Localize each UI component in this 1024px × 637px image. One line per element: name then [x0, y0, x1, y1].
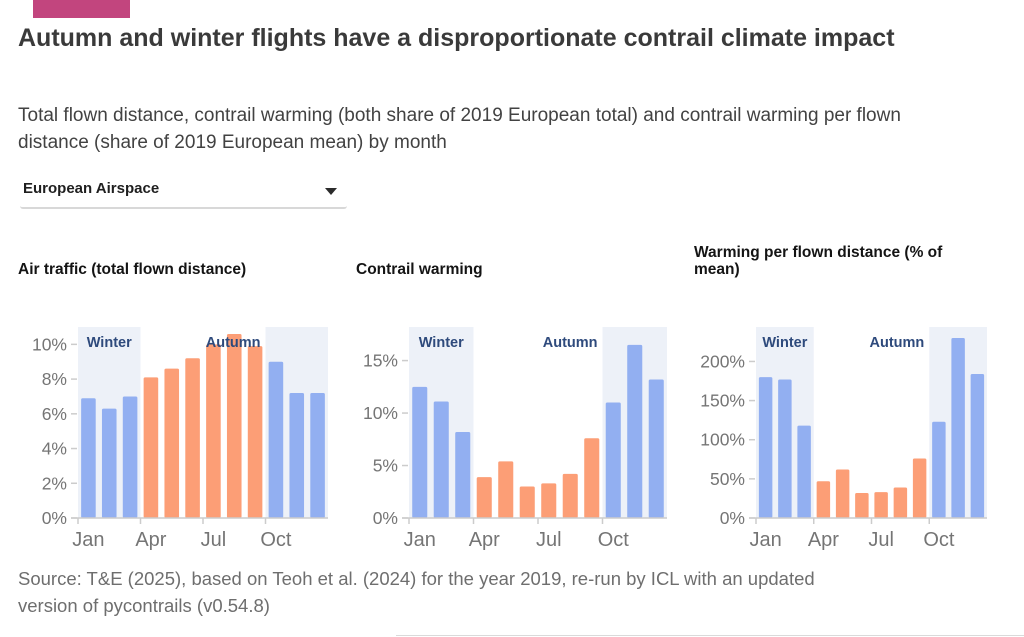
bar-jan[interactable]: [81, 398, 96, 518]
bar-jun[interactable]: [185, 358, 200, 518]
y-axis-label: 15%: [363, 351, 398, 371]
bottom-divider: [396, 635, 1024, 636]
bar-dec[interactable]: [970, 373, 985, 518]
bar-jul[interactable]: [206, 344, 221, 518]
bar-sep[interactable]: [247, 346, 263, 518]
bar-sep[interactable]: [912, 458, 927, 518]
season-label-winter: Winter: [762, 335, 807, 351]
bar-oct[interactable]: [932, 421, 946, 518]
x-axis-label: Oct: [260, 529, 292, 551]
x-axis-label: Oct: [598, 529, 630, 551]
bar-mar[interactable]: [455, 431, 471, 518]
y-axis-label: 2%: [42, 473, 67, 493]
x-axis-label: Oct: [923, 529, 955, 551]
chart-contrail-warming: Winter Autumn 0% 5% 10% 15% Jan Apr Jul Oct: [363, 327, 667, 551]
x-axis-label: Jan: [404, 529, 436, 551]
y-axis-label: 4%: [42, 439, 67, 459]
bar-feb[interactable]: [101, 408, 117, 518]
season-label-autumn: Autumn: [543, 335, 598, 351]
bar-dec[interactable]: [310, 392, 325, 518]
bar-oct[interactable]: [605, 402, 621, 518]
season-label-autumn: Autumn: [869, 335, 924, 351]
x-axis-label: Jan: [750, 529, 782, 551]
bar-nov[interactable]: [289, 392, 305, 518]
x-axis-label: Apr: [135, 529, 166, 551]
brand-mark: [33, 0, 130, 18]
bar-feb[interactable]: [433, 401, 449, 518]
bar-may[interactable]: [835, 469, 850, 518]
x-axis-label: Apr: [808, 529, 839, 551]
bar-dec[interactable]: [648, 379, 664, 518]
bar-mar[interactable]: [122, 396, 138, 518]
bar-jun[interactable]: [855, 492, 869, 518]
y-axis-label: 10%: [363, 403, 398, 423]
x-axis-label: Jul: [868, 529, 894, 551]
chart-title-air-traffic: Air traffic (total flown distance): [18, 261, 247, 278]
x-axis-label: Jul: [201, 529, 227, 551]
bar-aug[interactable]: [562, 473, 578, 518]
season-label-autumn: Autumn: [206, 335, 261, 351]
bar-nov[interactable]: [627, 344, 643, 518]
bar-oct[interactable]: [268, 361, 284, 518]
y-axis-label: 150%: [700, 391, 745, 411]
y-axis-label: 5%: [373, 456, 398, 476]
bar-apr[interactable]: [476, 477, 492, 518]
chevron-down-icon: [325, 188, 337, 195]
bar-jan[interactable]: [412, 386, 428, 518]
y-axis-label: 200%: [700, 351, 745, 371]
bar-nov[interactable]: [951, 337, 965, 518]
x-axis-label: Jan: [72, 529, 104, 551]
bar-aug[interactable]: [893, 487, 908, 518]
season-label-winter: Winter: [419, 335, 464, 351]
region-select[interactable]: European Airspace: [20, 176, 347, 209]
y-axis-label: 100%: [700, 430, 745, 450]
bar-sep[interactable]: [584, 438, 600, 518]
bar-apr[interactable]: [816, 481, 831, 518]
source-note: Source: T&E (2025), based on Teoh et al.…: [18, 568, 815, 616]
page-title: Autumn and winter flights have a disprop…: [18, 24, 895, 52]
bar-feb[interactable]: [778, 379, 792, 518]
y-axis-label: 0%: [720, 508, 745, 528]
chart-title-contrail-warming: Contrail warming: [356, 261, 483, 278]
bar-apr[interactable]: [143, 377, 159, 518]
chart-air-traffic: Winter Autumn 0% 2% 4% 6% 8% 10% Jan Apr Jul Oct: [32, 327, 328, 551]
region-select-label: European Airspace: [23, 180, 160, 197]
y-axis-label: 0%: [42, 508, 67, 528]
bar-aug[interactable]: [226, 333, 242, 518]
chart-warming-per-distance: Winter Autumn 0% 50% 100% 150% 200% Jan Apr Jul Oc…: [700, 327, 987, 551]
x-axis-label: Apr: [469, 529, 500, 551]
y-axis-label: 8%: [42, 369, 67, 389]
x-axis-label: Jul: [536, 529, 562, 551]
y-axis-label: 6%: [42, 404, 67, 424]
bar-jul[interactable]: [541, 483, 557, 518]
bar-jan[interactable]: [758, 377, 773, 518]
bar-jul[interactable]: [874, 492, 888, 518]
bar-may[interactable]: [164, 368, 180, 518]
y-axis-label: 50%: [710, 469, 745, 489]
bar-mar[interactable]: [797, 425, 811, 518]
page-subtitle: Total flown distance, contrail warming (…: [18, 105, 901, 153]
y-axis-label: 0%: [373, 508, 398, 528]
bar-jun[interactable]: [519, 486, 535, 518]
chart-title-warming-per-distance: Warming per flown distance (% of mean): [694, 244, 943, 278]
y-axis-label: 10%: [32, 334, 67, 354]
bar-may[interactable]: [498, 461, 514, 518]
season-label-winter: Winter: [87, 335, 132, 351]
